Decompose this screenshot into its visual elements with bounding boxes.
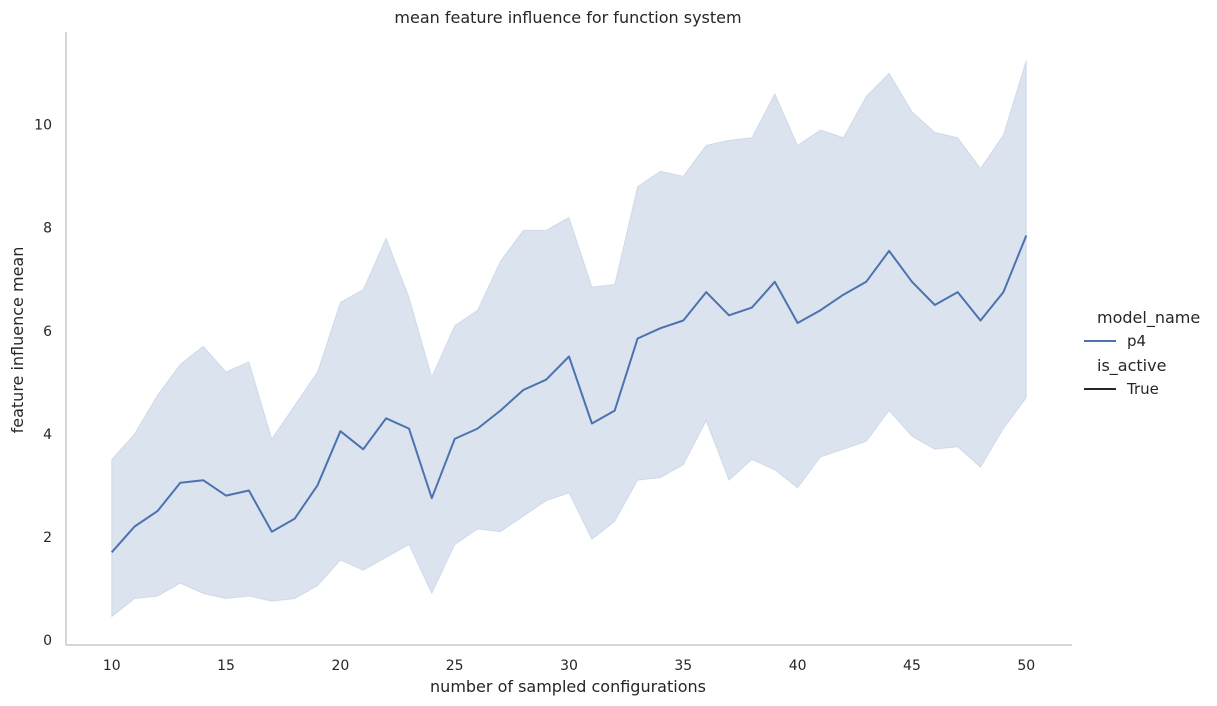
x-tick-label: 10 bbox=[103, 658, 121, 674]
chart-title: mean feature influence for function syst… bbox=[394, 8, 741, 27]
x-axis-label: number of sampled configurations bbox=[430, 677, 706, 696]
y-tick-label: 0 bbox=[43, 633, 52, 649]
y-tick-label: 4 bbox=[43, 427, 52, 443]
y-tick-label: 10 bbox=[34, 118, 52, 134]
legend-label-true: True bbox=[1126, 380, 1159, 398]
confidence-band bbox=[111, 60, 1027, 618]
plot-area bbox=[110, 60, 1028, 618]
series-line-p4 bbox=[110, 235, 1028, 553]
y-tick-labels: 0 2 4 6 8 10 bbox=[34, 118, 52, 649]
x-tick-label: 35 bbox=[674, 658, 692, 674]
x-tick-label: 45 bbox=[903, 658, 921, 674]
x-tick-label: 30 bbox=[560, 658, 578, 674]
x-tick-labels: 10 15 20 25 30 35 40 45 50 bbox=[103, 658, 1035, 674]
x-tick-label: 40 bbox=[789, 658, 807, 674]
x-tick-label: 20 bbox=[331, 658, 349, 674]
legend: model_name p4 is_active True bbox=[1084, 308, 1200, 398]
x-tick-label: 25 bbox=[446, 658, 464, 674]
y-tick-label: 6 bbox=[43, 324, 52, 340]
legend-title-style: is_active bbox=[1097, 356, 1166, 376]
y-tick-label: 8 bbox=[43, 221, 52, 237]
x-tick-label: 15 bbox=[217, 658, 235, 674]
y-axis-label: feature influence mean bbox=[8, 247, 27, 434]
y-tick-label: 2 bbox=[43, 530, 52, 546]
legend-title-hue: model_name bbox=[1097, 308, 1200, 328]
legend-label-p4: p4 bbox=[1127, 332, 1146, 350]
x-tick-label: 50 bbox=[1017, 658, 1035, 674]
